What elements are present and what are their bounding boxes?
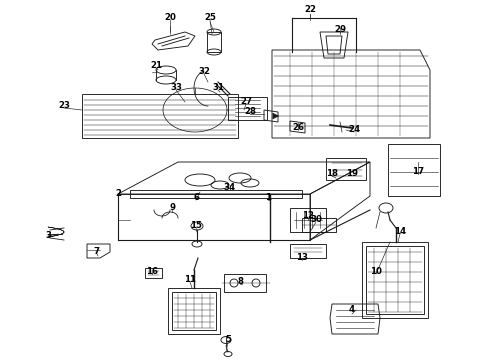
Text: 16: 16 xyxy=(146,267,158,276)
Text: 34: 34 xyxy=(224,184,236,193)
Text: 33: 33 xyxy=(170,84,182,93)
Text: 30: 30 xyxy=(310,216,322,225)
Text: 22: 22 xyxy=(304,5,316,14)
Text: 21: 21 xyxy=(150,62,162,71)
Text: 12: 12 xyxy=(302,211,314,220)
Text: 5: 5 xyxy=(225,336,231,345)
Text: 11: 11 xyxy=(184,275,196,284)
Text: 3: 3 xyxy=(45,231,51,240)
Text: 17: 17 xyxy=(412,167,424,176)
Text: 4: 4 xyxy=(349,306,355,315)
Text: 18: 18 xyxy=(326,170,338,179)
Text: 2: 2 xyxy=(115,189,121,198)
Text: 26: 26 xyxy=(292,123,304,132)
Text: 29: 29 xyxy=(334,26,346,35)
Text: 6: 6 xyxy=(193,194,199,202)
Text: 14: 14 xyxy=(394,228,406,237)
Text: 13: 13 xyxy=(296,253,308,262)
Text: 19: 19 xyxy=(346,170,358,179)
Text: 27: 27 xyxy=(240,98,252,107)
Text: 24: 24 xyxy=(348,126,360,135)
Text: 9: 9 xyxy=(169,203,175,212)
Text: 32: 32 xyxy=(198,68,210,77)
Text: 8: 8 xyxy=(237,278,243,287)
Text: 25: 25 xyxy=(204,13,216,22)
Text: 20: 20 xyxy=(164,13,176,22)
Text: 23: 23 xyxy=(58,102,70,111)
Text: 15: 15 xyxy=(190,221,202,230)
Text: 10: 10 xyxy=(370,267,382,276)
Text: 31: 31 xyxy=(212,84,224,93)
Text: 1: 1 xyxy=(265,194,271,202)
Text: 28: 28 xyxy=(244,108,256,117)
Text: 7: 7 xyxy=(93,248,99,256)
